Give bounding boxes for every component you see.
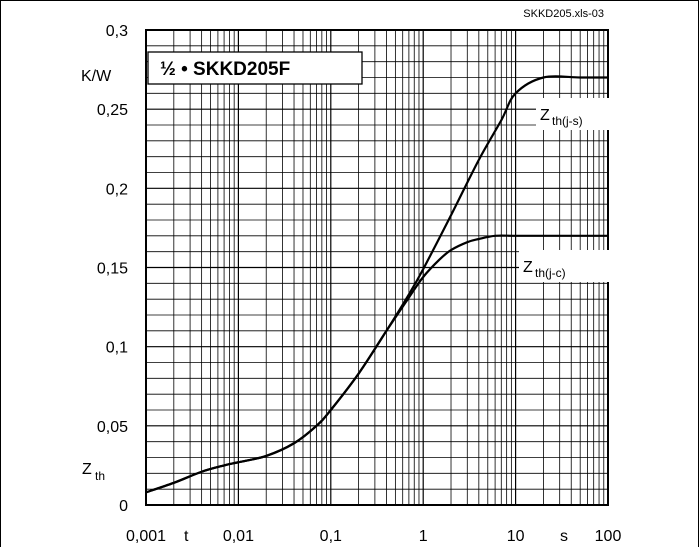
x-tick-label: 0,001 xyxy=(126,528,166,545)
source-note: SKKD205.xls-03 xyxy=(523,8,604,20)
y-unit: K/W xyxy=(81,68,112,85)
chart-title: ½ • SKKD205F xyxy=(160,59,290,80)
x-tick-label: 100 xyxy=(595,528,622,545)
x-tick-label: 10 xyxy=(507,528,525,545)
x-unit: s xyxy=(560,528,568,545)
grid xyxy=(145,30,608,505)
title-box xyxy=(147,51,363,85)
y-axis-label: Z th xyxy=(82,461,105,483)
series-line-0 xyxy=(145,75,608,494)
x-tick-label: 0,1 xyxy=(320,528,342,545)
series-label-main: Z xyxy=(540,107,550,124)
x-tick-label: 1 xyxy=(419,528,428,545)
y-tick-label: 0,2 xyxy=(106,181,128,198)
series-label-bg xyxy=(536,98,610,130)
x-axis-label: t xyxy=(184,528,189,545)
y-tick-label: 0,25 xyxy=(97,102,128,119)
curves xyxy=(145,75,608,494)
y-axis-label-sub: th xyxy=(95,469,105,483)
y-tick-label: 0,1 xyxy=(106,340,128,357)
y-tick-label: 0,3 xyxy=(106,23,128,40)
series-label-sub: th(j-s) xyxy=(552,114,583,128)
y-tick-label: 0,15 xyxy=(97,261,128,278)
y-tick-label: 0,05 xyxy=(97,419,128,436)
y-tick-label: 0 xyxy=(119,498,128,515)
series-label-main: Z xyxy=(523,259,533,276)
series-line-1 xyxy=(145,234,608,494)
tick-labels: 0,001 0,01 0,1 1 10 100 0 0,05 0,1 0,15 0,2 0,25 0,3 xyxy=(97,23,622,545)
series-label-bg xyxy=(519,250,609,282)
series-label-sub: th(j-c) xyxy=(535,266,566,280)
y-axis-label-main: Z xyxy=(82,461,92,478)
x-tick-label: 0,01 xyxy=(223,528,254,545)
